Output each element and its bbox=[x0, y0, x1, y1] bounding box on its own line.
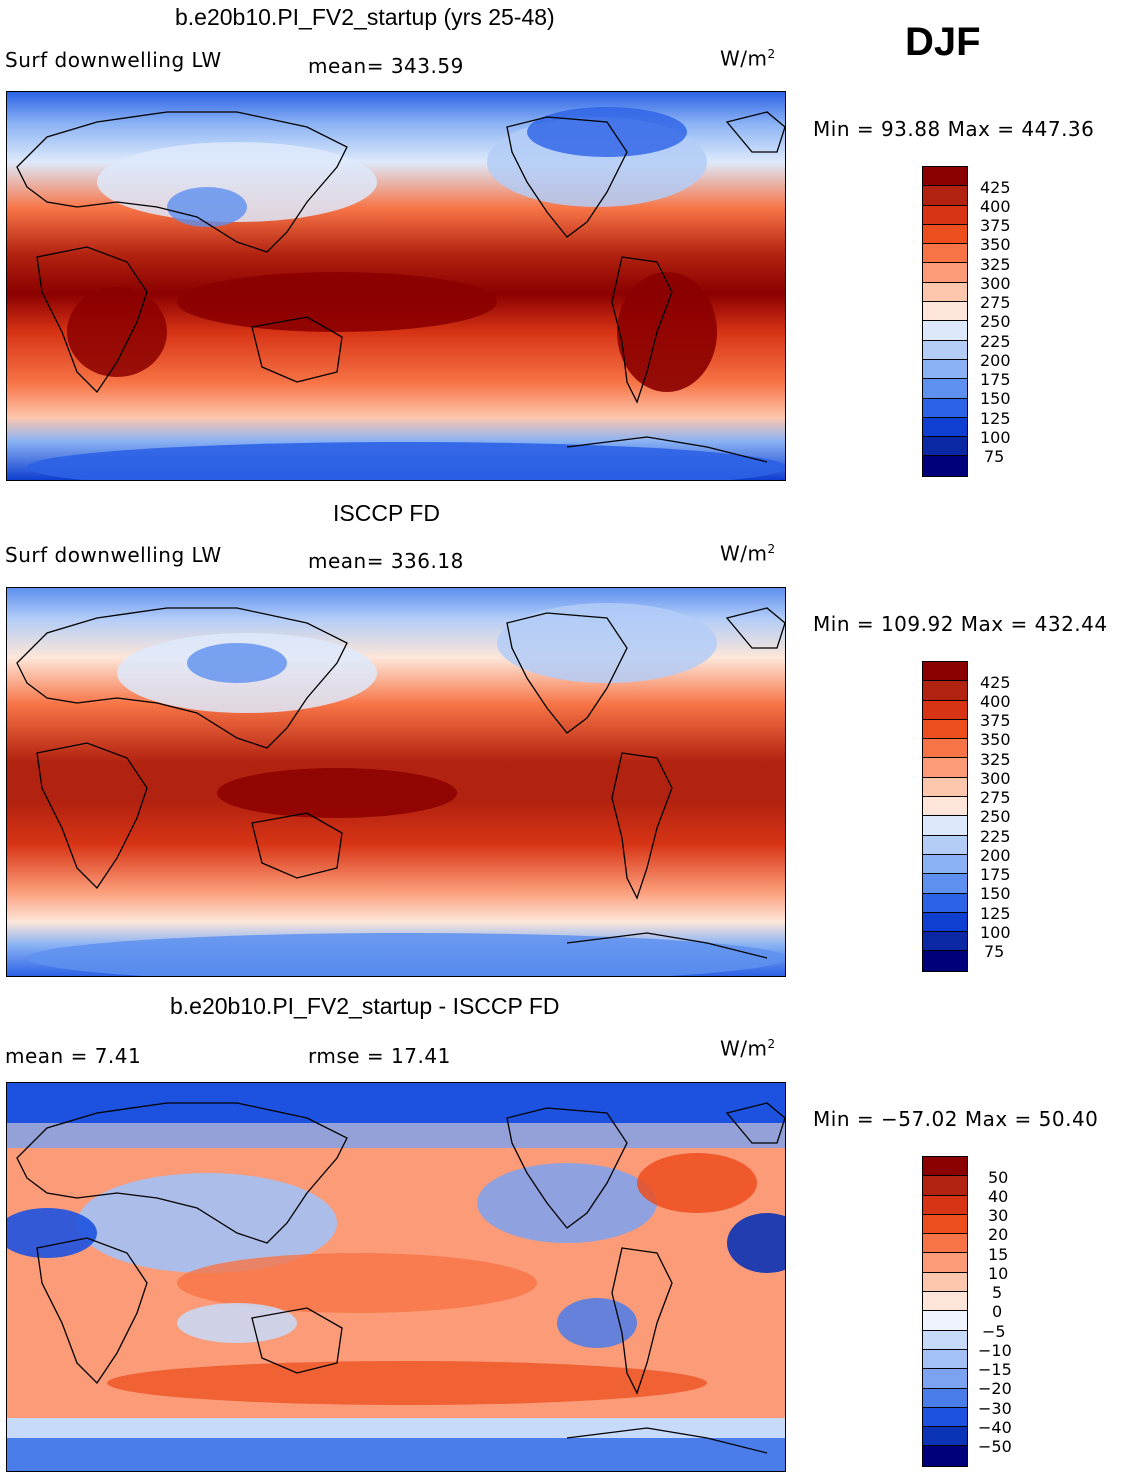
panel2-map bbox=[6, 587, 786, 977]
colorbar-tick: 150 bbox=[980, 884, 1011, 903]
season-label: DJF bbox=[905, 20, 981, 64]
colorbar-tick: 375 bbox=[980, 711, 1011, 730]
colorbar-tick: 200 bbox=[980, 351, 1011, 370]
panel3-mean: mean = 7.41 bbox=[5, 1044, 142, 1068]
panel1-title: b.e20b10.PI_FV2_startup (yrs 25-48) bbox=[175, 4, 555, 30]
panel3-colorbar bbox=[922, 1156, 968, 1467]
colorbar-tick: 425 bbox=[980, 673, 1011, 692]
panel1-map bbox=[6, 91, 786, 481]
colorbar-tick: 200 bbox=[980, 846, 1011, 865]
panel1-units: W/m2 bbox=[720, 46, 776, 71]
colorbar-tick: 10 bbox=[988, 1264, 1009, 1283]
colorbar-tick: 20 bbox=[988, 1225, 1009, 1244]
colorbar-tick: −30 bbox=[978, 1399, 1012, 1418]
colorbar-tick: 100 bbox=[980, 428, 1011, 447]
colorbar-tick: 150 bbox=[980, 389, 1011, 408]
colorbar-tick: 15 bbox=[988, 1245, 1009, 1264]
panel2-minmax: Min = 109.92 Max = 432.44 bbox=[813, 612, 1108, 636]
colorbar-tick: −50 bbox=[978, 1437, 1012, 1456]
colorbar-tick: 75 bbox=[984, 942, 1005, 961]
colorbar-tick: 50 bbox=[988, 1168, 1009, 1187]
colorbar-tick: 5 bbox=[992, 1283, 1003, 1302]
colorbar-tick: 250 bbox=[980, 312, 1011, 331]
colorbar-tick: 225 bbox=[980, 827, 1011, 846]
colorbar-tick: 325 bbox=[980, 750, 1011, 769]
colorbar-tick: −20 bbox=[978, 1379, 1012, 1398]
panel3-rmse: rmse = 17.41 bbox=[308, 1044, 451, 1068]
colorbar-tick: −10 bbox=[978, 1341, 1012, 1360]
panel3-units: W/m2 bbox=[720, 1036, 776, 1061]
colorbar-tick: 30 bbox=[988, 1206, 1009, 1225]
panel1-minmax: Min = 93.88 Max = 447.36 bbox=[813, 117, 1095, 141]
colorbar-tick: 425 bbox=[980, 178, 1011, 197]
colorbar-tick: 300 bbox=[980, 274, 1011, 293]
panel1-colorbar bbox=[922, 166, 968, 477]
colorbar-tick: −15 bbox=[978, 1360, 1012, 1379]
panel2-title: ISCCP FD bbox=[333, 500, 440, 526]
colorbar-tick: 250 bbox=[980, 807, 1011, 826]
panel1-variable-label: Surf downwelling LW bbox=[5, 48, 222, 72]
colorbar-tick: 275 bbox=[980, 788, 1011, 807]
panel1-mean: mean= 343.59 bbox=[308, 54, 464, 78]
colorbar-tick: 300 bbox=[980, 769, 1011, 788]
colorbar-tick: 100 bbox=[980, 923, 1011, 942]
colorbar-tick: 125 bbox=[980, 904, 1011, 923]
panel3-minmax: Min = −57.02 Max = 50.40 bbox=[813, 1107, 1099, 1131]
colorbar-tick: 350 bbox=[980, 730, 1011, 749]
panel2-units: W/m2 bbox=[720, 541, 776, 566]
colorbar-tick: 175 bbox=[980, 370, 1011, 389]
colorbar-tick: 350 bbox=[980, 235, 1011, 254]
colorbar-tick: 400 bbox=[980, 197, 1011, 216]
panel2-variable-label: Surf downwelling LW bbox=[5, 543, 222, 567]
colorbar-tick: 175 bbox=[980, 865, 1011, 884]
colorbar-tick: 375 bbox=[980, 216, 1011, 235]
panel2-mean: mean= 336.18 bbox=[308, 549, 464, 573]
colorbar-tick: 125 bbox=[980, 409, 1011, 428]
colorbar-tick: 325 bbox=[980, 255, 1011, 274]
colorbar-tick: 40 bbox=[988, 1187, 1009, 1206]
colorbar-tick: −40 bbox=[978, 1418, 1012, 1437]
colorbar-tick: 400 bbox=[980, 692, 1011, 711]
colorbar-tick: 275 bbox=[980, 293, 1011, 312]
panel3-title: b.e20b10.PI_FV2_startup - ISCCP FD bbox=[170, 993, 560, 1019]
panel3-map bbox=[6, 1082, 786, 1472]
colorbar-tick: −5 bbox=[982, 1322, 1006, 1341]
colorbar-tick: 0 bbox=[992, 1302, 1003, 1321]
colorbar-tick: 225 bbox=[980, 332, 1011, 351]
colorbar-tick: 75 bbox=[984, 447, 1005, 466]
panel2-colorbar bbox=[922, 661, 968, 972]
